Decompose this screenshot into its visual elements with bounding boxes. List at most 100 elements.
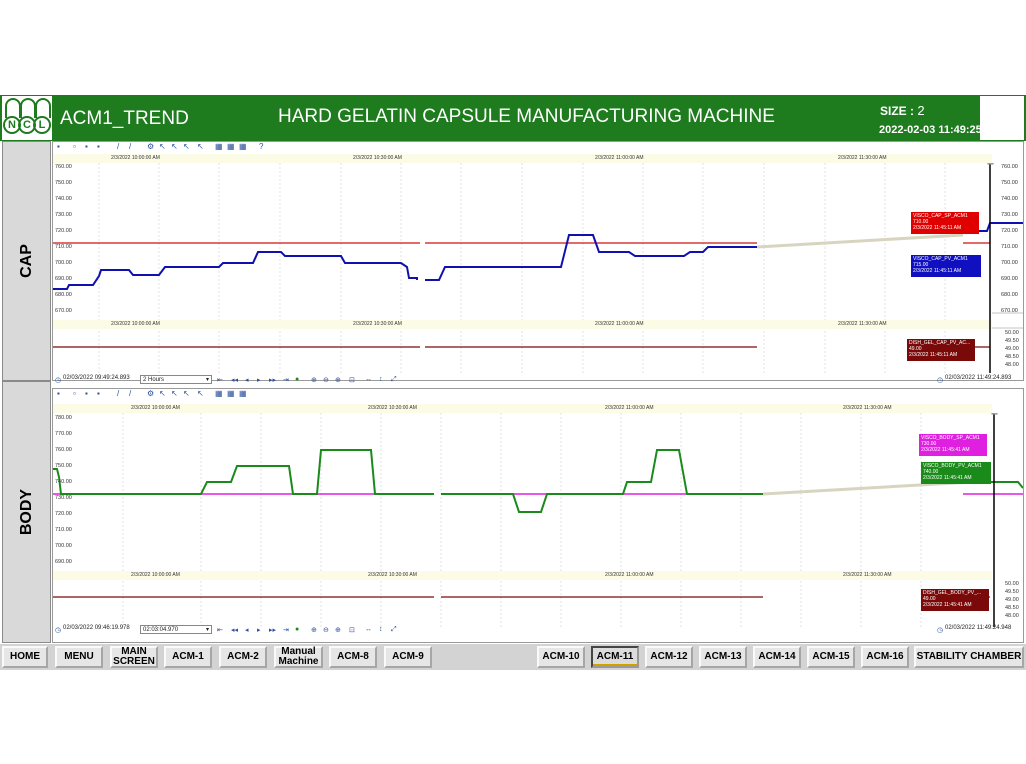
pan-icon[interactable]: ↕ [379, 626, 383, 633]
pen-icon[interactable]: / [129, 389, 132, 398]
pen-icon[interactable]: / [129, 142, 132, 151]
reset-icon[interactable]: ⤢ [391, 626, 397, 633]
zoom-out-icon[interactable]: ⊖ [323, 377, 329, 384]
copy-icon[interactable]: ▫ [73, 389, 76, 398]
size-label: SIZE : [880, 104, 915, 118]
reset-icon[interactable]: ⤢ [391, 376, 397, 383]
clock-icon[interactable]: ◷ [937, 627, 944, 634]
nav-stability-chamber-button[interactable]: STABILITY CHAMBER [914, 646, 1024, 668]
step-forward-icon[interactable]: ▸ [257, 627, 261, 634]
grid-icon[interactable]: ▦ [227, 142, 235, 151]
y-tick-label: 740.00 [55, 196, 72, 202]
nav-acm15-button[interactable]: ACM-15 [807, 646, 855, 668]
cursor-icon[interactable]: ↖ [197, 389, 204, 398]
end-time-field[interactable]: 02/03/2022 11:49:24.948 [945, 625, 1012, 631]
zoom-box-icon[interactable]: ⊡ [349, 377, 355, 384]
nav-acm12-button[interactable]: ACM-12 [645, 646, 693, 668]
forward-icon[interactable]: ▸▸ [269, 627, 277, 634]
tag-name: DISH_GEL_BODY_PV_... [923, 590, 982, 596]
y-tick-label: 680.00 [1001, 292, 1018, 298]
pan-icon[interactable]: ↔ [365, 626, 372, 633]
copy-icon[interactable]: ▫ [73, 142, 76, 151]
body-sp-tag[interactable]: VISCO_BODY_SP_ACM1 730.00 2/3/2022 11:45… [919, 434, 987, 456]
settings-icon[interactable]: ⚙ [147, 142, 155, 151]
nav-acm9-button[interactable]: ACM-9 [384, 646, 432, 668]
settings-icon[interactable]: ⚙ [147, 389, 155, 398]
last-icon[interactable]: ⇥ [283, 627, 289, 634]
export-icon[interactable]: ▪ [97, 142, 100, 151]
grid-icon[interactable]: ▦ [239, 142, 247, 151]
export-icon[interactable]: ▪ [97, 389, 100, 398]
grid-icon[interactable]: ▦ [215, 389, 223, 398]
cursor-icon[interactable]: ↖ [183, 142, 190, 151]
pen-icon[interactable]: / [117, 389, 120, 398]
nav-acm13-button[interactable]: ACM-13 [699, 646, 747, 668]
grid-icon[interactable]: ▦ [227, 389, 235, 398]
step-back-icon[interactable]: ◂ [245, 377, 249, 384]
cap-dish-tag[interactable]: DISH_GEL_CAP_PV_AC... 49.00 2/3/2022 11:… [907, 339, 975, 361]
y-tick-label: 49.50 [1005, 338, 1019, 344]
cursor-icon[interactable]: ↖ [171, 389, 178, 398]
first-icon[interactable]: ⇤ [217, 377, 223, 384]
print-icon[interactable]: ▪ [85, 389, 88, 398]
body-projection-line [762, 480, 974, 496]
start-time-field[interactable]: 02/03/2022 09:46:19.978 [63, 625, 130, 631]
cap-sp-tag[interactable]: VISCO_CAP_SP_ACM1 710.00 2/3/2022 11:45:… [911, 212, 979, 234]
body-pv-tag[interactable]: VISCO_BODY_PV_ACM1 740.00 2/3/2022 11:45… [921, 462, 991, 484]
nav-main-screen-button[interactable]: MAIN SCREEN [110, 646, 158, 668]
rewind-icon[interactable]: ◂◂ [231, 627, 239, 634]
start-time-field[interactable]: 02/03/2022 09:49:24.893 [63, 375, 130, 381]
print-icon[interactable]: ▪ [85, 142, 88, 151]
cursor-icon[interactable]: ↖ [159, 142, 166, 151]
time-range-select[interactable]: 02:03:04.970 ▾ [140, 625, 212, 634]
zoom-box-icon[interactable]: ⊡ [349, 627, 355, 634]
live-icon[interactable]: ● [295, 376, 300, 383]
nav-acm1-button[interactable]: ACM-1 [164, 646, 212, 668]
live-icon[interactable]: ● [295, 626, 300, 633]
grid-icon[interactable]: ▦ [215, 142, 223, 151]
nav-acm10-button[interactable]: ACM-10 [537, 646, 585, 668]
end-time-field[interactable]: 02/03/2022 11:49:24.893 [945, 375, 1012, 381]
save-icon[interactable]: ▪ [57, 142, 60, 151]
first-icon[interactable]: ⇤ [217, 627, 223, 634]
clock-icon[interactable]: ◷ [55, 627, 62, 634]
time-range-select[interactable]: 2 Hours ▾ [140, 375, 212, 384]
zoom-out-icon[interactable]: ⊖ [323, 627, 329, 634]
help-icon[interactable]: ? [259, 142, 264, 151]
body-dish-tag[interactable]: DISH_GEL_BODY_PV_... 49.00 2/3/2022 11:4… [921, 589, 989, 611]
cap-pv-tag[interactable]: VISCO_CAP_PV_ACM1 715.00 2/3/2022 11:45:… [911, 255, 981, 277]
clock-icon[interactable]: ◷ [937, 377, 944, 384]
zoom-in-icon[interactable]: ⊕ [311, 377, 317, 384]
step-forward-icon[interactable]: ▸ [257, 377, 261, 384]
clock-icon[interactable]: ◷ [55, 377, 62, 384]
nav-acm8-button[interactable]: ACM-8 [329, 646, 377, 668]
cursor-icon[interactable]: ↖ [159, 389, 166, 398]
cursor-icon[interactable]: ↖ [183, 389, 190, 398]
pan-icon[interactable]: ↔ [365, 376, 372, 383]
grid-icon[interactable]: ▦ [239, 389, 247, 398]
nav-home-button[interactable]: HOME [2, 646, 48, 668]
last-icon[interactable]: ⇥ [283, 377, 289, 384]
zoom-icon[interactable]: ⊕ [335, 627, 341, 634]
nav-acm14-button[interactable]: ACM-14 [753, 646, 801, 668]
zoom-icon[interactable]: ⊕ [335, 377, 341, 384]
cursor-icon[interactable]: ↖ [197, 142, 204, 151]
y-tick-label: 690.00 [1001, 276, 1018, 282]
y-tick-label: 740.00 [1001, 196, 1018, 202]
rewind-icon[interactable]: ◂◂ [231, 377, 239, 384]
y-tick-label: 690.00 [55, 276, 72, 282]
nav-menu-button[interactable]: MENU [55, 646, 103, 668]
nav-acm2-button[interactable]: ACM-2 [219, 646, 267, 668]
nav-acm16-button[interactable]: ACM-16 [861, 646, 909, 668]
forward-icon[interactable]: ▸▸ [269, 377, 277, 384]
pen-icon[interactable]: / [117, 142, 120, 151]
pan-icon[interactable]: ↕ [379, 376, 383, 383]
nav-acm11-button[interactable]: ACM-11 [591, 646, 639, 668]
cursor-icon[interactable]: ↖ [171, 142, 178, 151]
zoom-in-icon[interactable]: ⊕ [311, 627, 317, 634]
nav-manual-machine-button[interactable]: Manual Machine [274, 646, 323, 668]
y-tick-label: 50.00 [1005, 581, 1019, 587]
y-tick-label: 740.00 [55, 479, 72, 485]
step-back-icon[interactable]: ◂ [245, 627, 249, 634]
save-icon[interactable]: ▪ [57, 389, 60, 398]
